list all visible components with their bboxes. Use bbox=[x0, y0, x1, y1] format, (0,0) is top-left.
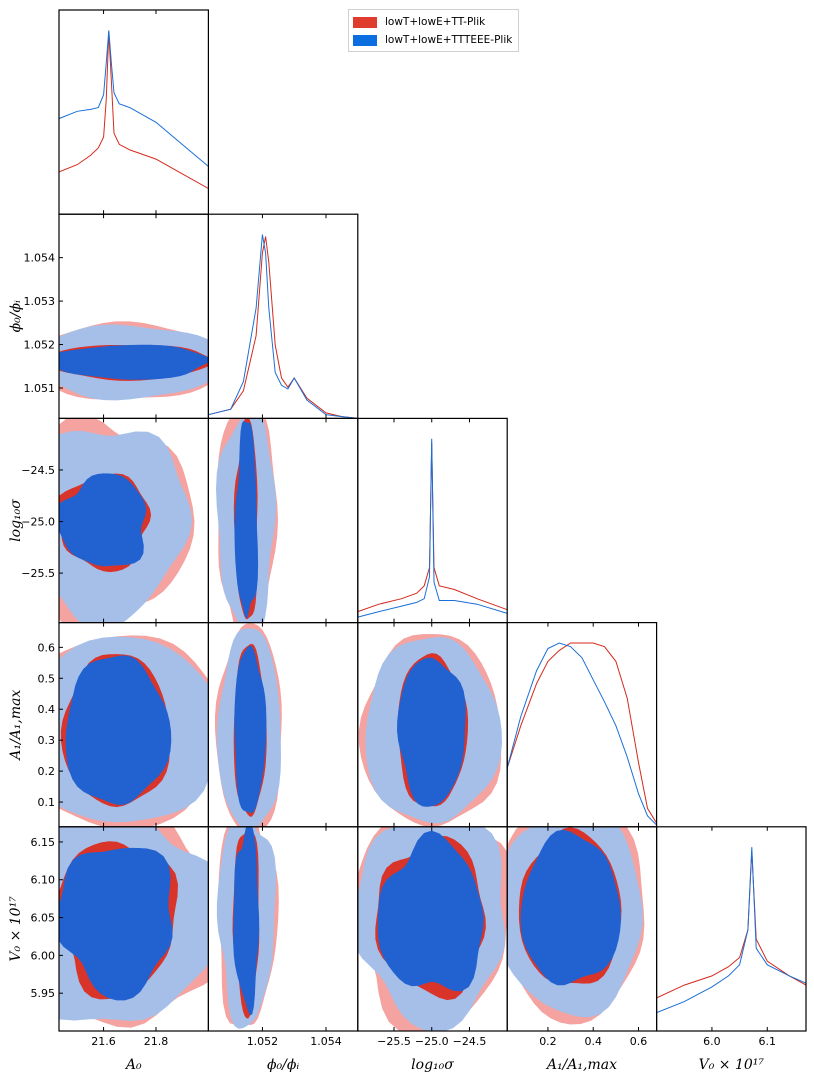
y-tick-label: 5.95 bbox=[31, 987, 56, 1000]
marginal-line-red bbox=[59, 32, 209, 189]
contour-68-blue bbox=[233, 826, 260, 1016]
y-tick-label: 1.053 bbox=[24, 295, 56, 308]
legend-swatch-blue bbox=[353, 34, 377, 46]
x-axis-label: V₀ × 10¹⁷ bbox=[699, 1057, 765, 1073]
y-tick-label: 6.05 bbox=[31, 912, 56, 925]
panel-frame-0-0 bbox=[58, 9, 209, 215]
y-tick-label: 1.052 bbox=[24, 339, 56, 352]
y-tick-label: 6.10 bbox=[31, 874, 56, 887]
x-tick-label: −24.5 bbox=[453, 1035, 487, 1048]
y-axis-label: V₀ × 10¹⁷ bbox=[8, 896, 24, 962]
legend-label-ttteee: lowT+lowE+TTTEEE-Plik bbox=[385, 34, 513, 46]
marginal-line-red bbox=[208, 236, 358, 419]
x-tick-label: 0.2 bbox=[539, 1035, 557, 1048]
contour-68-blue bbox=[59, 473, 147, 567]
panels-layer bbox=[58, 9, 807, 1032]
contour-68-blue bbox=[59, 344, 209, 380]
panel-frame-4-4 bbox=[655, 826, 807, 1032]
contour-panel-2-3 bbox=[358, 634, 502, 827]
legend-label-tt: lowT+lowE+TT-Plik bbox=[385, 16, 486, 28]
contour-68-blue bbox=[520, 829, 621, 986]
y-tick-label: 0.3 bbox=[38, 734, 56, 747]
contour-68-blue bbox=[234, 420, 259, 619]
contour-68-blue bbox=[377, 830, 484, 992]
y-tick-label: −25.5 bbox=[21, 567, 55, 580]
legend-entry-ttteee: lowT+lowE+TTTEEE-Plik bbox=[353, 31, 512, 49]
marginal-panel-2 bbox=[357, 438, 508, 618]
labels-layer: 21.6 21.8A₀ 1.052 1.054 ϕ₀/ϕᵢ −25.5 −25.0 −24.5… bbox=[8, 252, 776, 1073]
contour-68-blue bbox=[397, 657, 466, 807]
y-tick-label: 0.6 bbox=[38, 641, 56, 654]
x-tick-label: 1.052 bbox=[247, 1035, 279, 1048]
legend-swatch-red bbox=[353, 16, 377, 28]
marginal-line-blue bbox=[507, 642, 657, 826]
marginal-panel-1 bbox=[208, 234, 358, 419]
contour-panel-3-4 bbox=[507, 826, 645, 1025]
marginal-line-red bbox=[656, 850, 806, 999]
y-tick-label: 0.4 bbox=[38, 703, 56, 716]
contour-68-blue bbox=[65, 655, 172, 805]
legend-entry-tt: lowT+lowE+TT-Plik bbox=[353, 13, 512, 31]
marginal-panel-4 bbox=[656, 847, 806, 1014]
contour-68-blue bbox=[59, 847, 173, 1001]
x-axis-label: A₀ bbox=[124, 1057, 142, 1073]
legend: lowT+lowE+TT-Plik lowT+lowE+TTTEEE-Plik bbox=[348, 9, 520, 52]
y-tick-label: −24.5 bbox=[21, 464, 55, 477]
y-axis-label: A₁/A₁,max bbox=[8, 690, 24, 762]
x-tick-label: 21.6 bbox=[91, 1035, 116, 1048]
marginal-panel-3 bbox=[507, 642, 657, 826]
y-tick-label: 0.5 bbox=[38, 672, 56, 685]
contour-panel-0-4 bbox=[59, 826, 209, 1028]
x-tick-label: −25.5 bbox=[377, 1035, 411, 1048]
y-tick-label: 6.00 bbox=[31, 949, 56, 962]
panel-frame-3-3 bbox=[506, 621, 658, 828]
y-tick-label: 0.1 bbox=[38, 796, 56, 809]
x-tick-label: 0.4 bbox=[584, 1035, 602, 1048]
x-axis-label: ϕ₀/ϕᵢ bbox=[267, 1057, 299, 1073]
panel-frame-1-1 bbox=[207, 213, 359, 419]
x-axis-label: A₁/A₁,max bbox=[545, 1057, 617, 1073]
y-tick-label: 6.15 bbox=[31, 836, 56, 849]
contour-panel-0-3 bbox=[59, 635, 209, 827]
contour-68-blue bbox=[234, 645, 267, 813]
panel-frame-2-2 bbox=[357, 417, 508, 624]
x-tick-label: 6.0 bbox=[703, 1035, 721, 1048]
marginal-line-blue bbox=[357, 438, 508, 618]
contour-panel-1-4 bbox=[216, 826, 279, 1029]
marginal-line-blue bbox=[59, 30, 209, 167]
y-tick-label: 1.051 bbox=[24, 382, 56, 395]
contour-panel-1-2 bbox=[216, 418, 278, 623]
x-tick-label: 6.1 bbox=[759, 1035, 777, 1048]
x-tick-label: 21.8 bbox=[144, 1035, 169, 1048]
contour-panel-0-1 bbox=[59, 321, 209, 401]
x-tick-label: 0.6 bbox=[630, 1035, 648, 1048]
contour-panel-0-2 bbox=[59, 418, 195, 623]
marginal-panel-0 bbox=[59, 30, 209, 189]
y-axis-label: log₁₀σ bbox=[8, 499, 24, 542]
y-tick-label: 1.054 bbox=[24, 252, 56, 265]
x-tick-label: −25.0 bbox=[415, 1035, 449, 1048]
marginal-line-blue bbox=[208, 234, 358, 419]
x-axis-label: log₁₀σ bbox=[411, 1057, 454, 1073]
y-tick-label: 0.2 bbox=[38, 765, 56, 778]
x-tick-label: 1.054 bbox=[310, 1035, 342, 1048]
y-tick-label: −25.0 bbox=[21, 516, 55, 529]
contour-panel-1-3 bbox=[215, 623, 282, 827]
marginal-line-blue bbox=[656, 847, 806, 1014]
contour-panel-2-4 bbox=[357, 826, 508, 1031]
y-axis-label: ϕ₀/ϕᵢ bbox=[8, 300, 24, 332]
marginal-line-red bbox=[507, 642, 657, 824]
